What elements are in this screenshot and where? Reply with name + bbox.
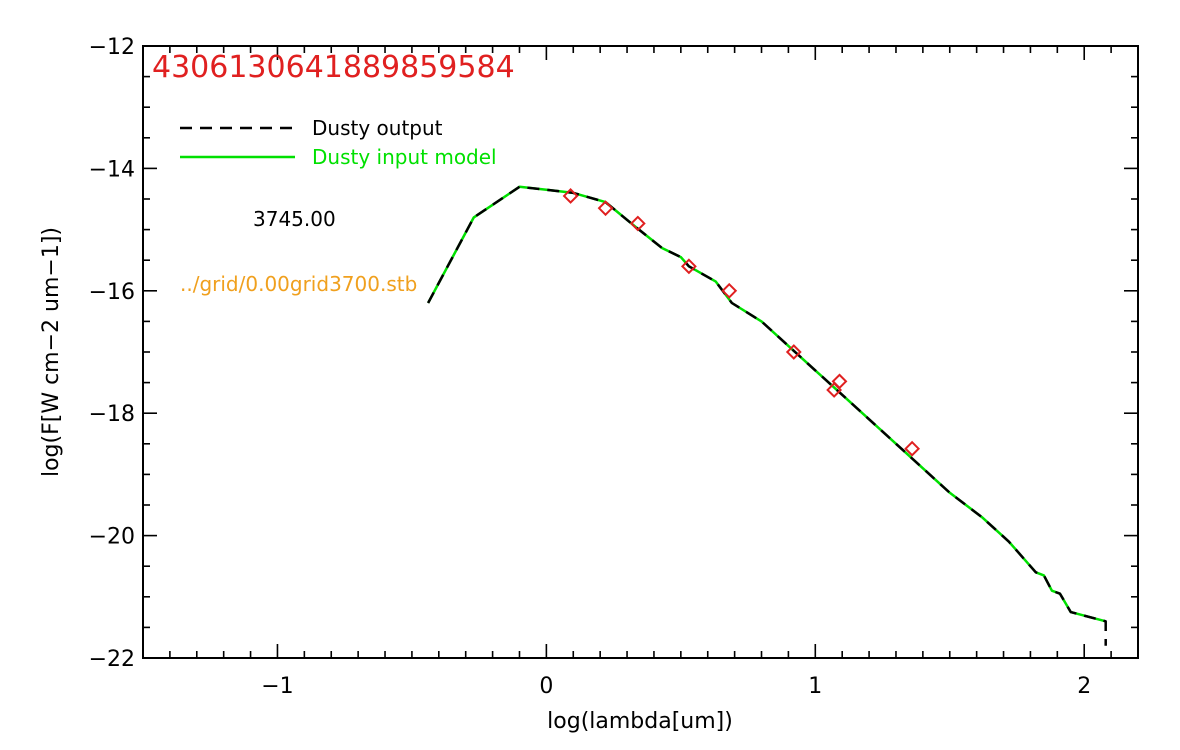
marker-layer xyxy=(562,188,921,457)
annotation-grid-file: ../grid/0.00grid3700.stb xyxy=(180,272,417,296)
y-tick-label: −20 xyxy=(89,525,135,550)
y-tick-label: −22 xyxy=(89,647,135,672)
legend: Dusty output Dusty input model xyxy=(180,116,497,169)
plot-frame xyxy=(142,45,1139,659)
x-tick-label: 2 xyxy=(1077,674,1091,699)
photometry-point xyxy=(831,373,848,390)
x-axis-title: log(lambda[um]) xyxy=(547,709,733,734)
y-tick-label: −14 xyxy=(89,157,135,182)
x-tick-label: 1 xyxy=(808,674,822,699)
photometry-point xyxy=(629,215,646,232)
legend-label-dusty-output: Dusty output xyxy=(312,116,443,140)
axis-tick-labels: −1 0 1 2 −22 −20 −18 −16 −14 −12 xyxy=(89,35,1092,699)
x-tick-label: −1 xyxy=(261,674,293,699)
chart-title: 4306130641889859584 xyxy=(152,50,515,85)
y-tick-label: −12 xyxy=(89,35,135,60)
legend-label-dusty-input-model: Dusty input model xyxy=(312,145,497,169)
photometry-point xyxy=(562,188,579,204)
y-tick-label: −16 xyxy=(89,280,135,305)
photometry-point xyxy=(904,440,921,457)
photometry-point xyxy=(680,258,697,275)
annotation-temperature: 3745.00 xyxy=(253,207,336,231)
photometry-point xyxy=(721,282,738,299)
y-tick-label: −18 xyxy=(89,402,135,427)
x-tick-label: 0 xyxy=(539,674,553,699)
photometry-point xyxy=(785,344,802,360)
photometry-point xyxy=(597,200,614,217)
y-axis-title: log(F[W cm−2 um−1]) xyxy=(39,227,64,477)
series-layer xyxy=(426,185,1107,646)
series-line-dusty-output xyxy=(426,185,1107,646)
